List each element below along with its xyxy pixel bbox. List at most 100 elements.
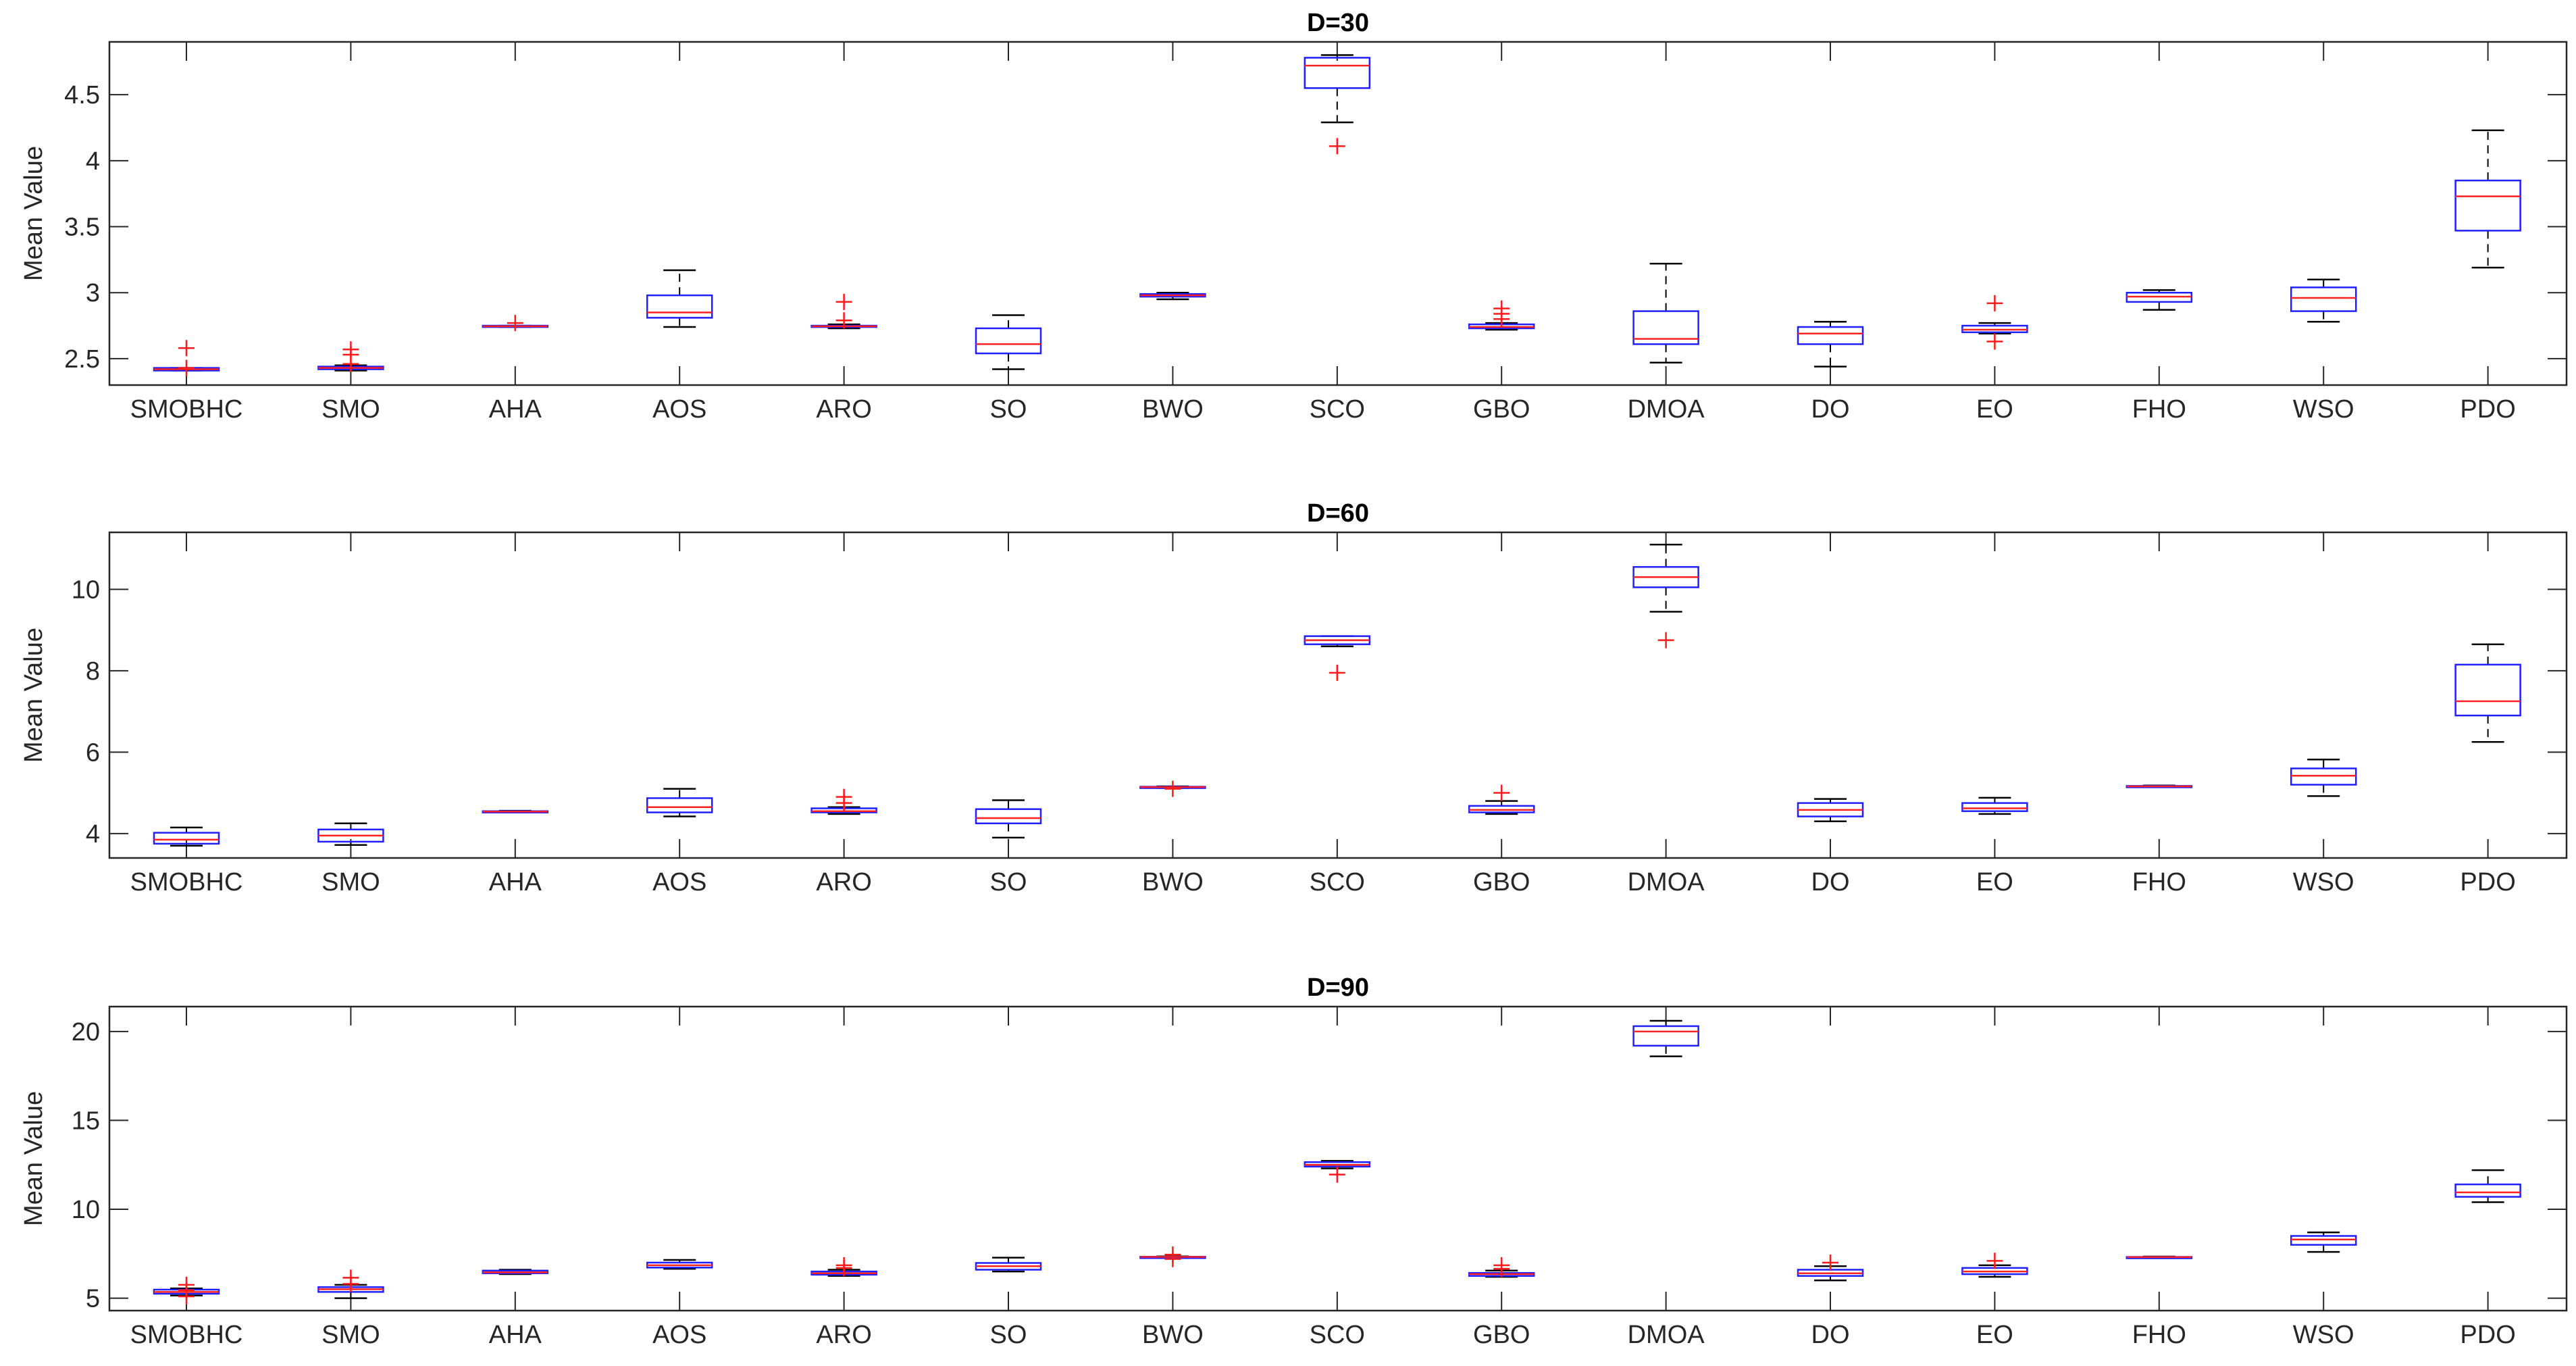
x-tick-label-smo: SMO <box>321 868 380 896</box>
iqr-box <box>646 294 713 319</box>
box-so <box>975 314 1042 370</box>
x-tick-label-so: SO <box>990 395 1027 424</box>
iqr-box <box>2454 1183 2521 1198</box>
y-tick-label: 4 <box>86 820 100 849</box>
box-fho <box>2126 289 2193 311</box>
x-tick-label-sco: SCO <box>1310 868 1365 896</box>
x-tick-label-aos: AOS <box>652 395 706 424</box>
outlier-marker <box>835 293 852 310</box>
y-tick-label: 5 <box>86 1285 100 1313</box>
x-tick-label-sco: SCO <box>1310 395 1365 424</box>
box-do <box>1797 798 1864 823</box>
outlier-marker <box>1329 664 1345 681</box>
y-tick-label: 3 <box>86 279 100 307</box>
outlier-marker <box>178 359 195 376</box>
box-fho <box>2126 1255 2193 1259</box>
y-tick-label: 10 <box>72 1196 100 1224</box>
outlier-marker <box>1493 784 1510 801</box>
y-tick-label: 20 <box>72 1018 100 1046</box>
x-tick-label-dmoa: DMOA <box>1628 395 1705 424</box>
axes-frame <box>108 1005 2568 1312</box>
x-tick-label-smo: SMO <box>321 395 380 424</box>
box-wso <box>2290 1231 2357 1253</box>
outlier-marker <box>1164 1250 1181 1267</box>
x-tick-label-fho: FHO <box>2132 395 2186 424</box>
iqr-box <box>1632 1025 1699 1047</box>
x-tick-label-dmoa: DMOA <box>1628 868 1705 896</box>
x-tick-label-aha: AHA <box>489 1321 542 1349</box>
chart-panel-2: D=60 Mean Value 4 6 8 10 SMOBHC SMO AHA AOS ARO SO B… <box>20 499 2568 896</box>
box-bwo <box>1139 291 1206 301</box>
outlier-marker <box>1493 1261 1510 1278</box>
box-do <box>1797 320 1864 368</box>
outlier-marker <box>1986 1253 2003 1269</box>
outlier-marker <box>1164 780 1181 797</box>
y-tick-label: 2.5 <box>64 345 100 374</box>
iqr-box <box>2454 179 2521 232</box>
box-gbo <box>1468 784 1535 815</box>
iqr-box <box>2454 663 2521 717</box>
x-tick-label-so: SO <box>990 1321 1027 1349</box>
y-tick-label: 15 <box>72 1107 100 1135</box>
y-tick-label: 4 <box>86 147 100 176</box>
box-dmoa <box>1632 1019 1699 1057</box>
box-smo <box>317 341 384 372</box>
x-tick-label-eo: EO <box>1976 868 2013 896</box>
x-tick-label-wso: WSO <box>2293 868 2354 896</box>
box-dmoa <box>1632 262 1699 364</box>
box-bwo <box>1139 780 1206 797</box>
iqr-box <box>153 832 220 845</box>
outlier-marker <box>1822 1254 1838 1271</box>
iqr-box <box>1304 57 1371 89</box>
box-aro <box>810 788 877 815</box>
iqr-box <box>2290 1235 2357 1246</box>
y-tick-label: 6 <box>86 738 100 767</box>
box-smobhc <box>153 340 220 376</box>
box-wso <box>2290 278 2357 323</box>
chart-panel-1: D=30 Mean Value 2.5 3 3.5 4 4.5 SMOBHC SMO AHA AOS… <box>20 9 2568 424</box>
box-aro <box>810 293 877 330</box>
box-do <box>1797 1254 1864 1282</box>
x-tick-label-eo: EO <box>1976 395 2013 424</box>
outlier-marker <box>178 340 195 357</box>
x-tick-label-fho: FHO <box>2132 868 2186 896</box>
x-tick-label-gbo: GBO <box>1473 1321 1530 1349</box>
x-tick-label-aos: AOS <box>652 868 706 896</box>
y-tick-label: 4.5 <box>64 81 100 109</box>
box-aha <box>482 809 549 813</box>
box-pdo <box>2454 643 2521 743</box>
axes-frame <box>108 41 2568 386</box>
outlier-marker <box>1329 138 1345 155</box>
x-tick-label-do: DO <box>1811 868 1850 896</box>
x-tick-label-wso: WSO <box>2293 395 2354 424</box>
outlier-marker <box>342 1275 359 1292</box>
y-tick-label: 8 <box>86 657 100 686</box>
x-tick-label-gbo: GBO <box>1473 868 1530 896</box>
box-aha <box>482 1269 549 1275</box>
box-wso <box>2290 758 2357 797</box>
x-tick-label-aha: AHA <box>489 395 542 424</box>
x-tick-label-gbo: GBO <box>1473 395 1530 424</box>
y-axis-label: Mean Value <box>20 628 48 763</box>
box-smobhc <box>153 1276 220 1305</box>
outlier-marker <box>342 355 359 372</box>
chart-panel-3: D=90 Mean Value 5 10 15 20 SMOBHC SMO AHA AOS ARO S… <box>20 973 2568 1349</box>
outlier-marker <box>1493 311 1510 328</box>
box-aos <box>646 788 713 817</box>
x-tick-label-pdo: PDO <box>2460 1321 2515 1349</box>
x-tick-label-aro: ARO <box>816 1321 871 1349</box>
outlier-marker <box>507 315 523 332</box>
box-aha <box>482 315 549 332</box>
box-smo <box>317 1269 384 1299</box>
box-aro <box>810 1257 877 1277</box>
box-fho <box>2126 784 2193 788</box>
box-aos <box>646 1259 713 1270</box>
x-tick-label-do: DO <box>1811 1321 1850 1349</box>
axes-frame <box>108 531 2568 859</box>
x-tick-label-aro: ARO <box>816 395 871 424</box>
outlier-marker <box>835 312 852 329</box>
iqr-box <box>2290 286 2357 312</box>
x-tick-label-smo: SMO <box>321 1321 380 1349</box>
chart-title: D=30 <box>1307 9 1369 37</box>
